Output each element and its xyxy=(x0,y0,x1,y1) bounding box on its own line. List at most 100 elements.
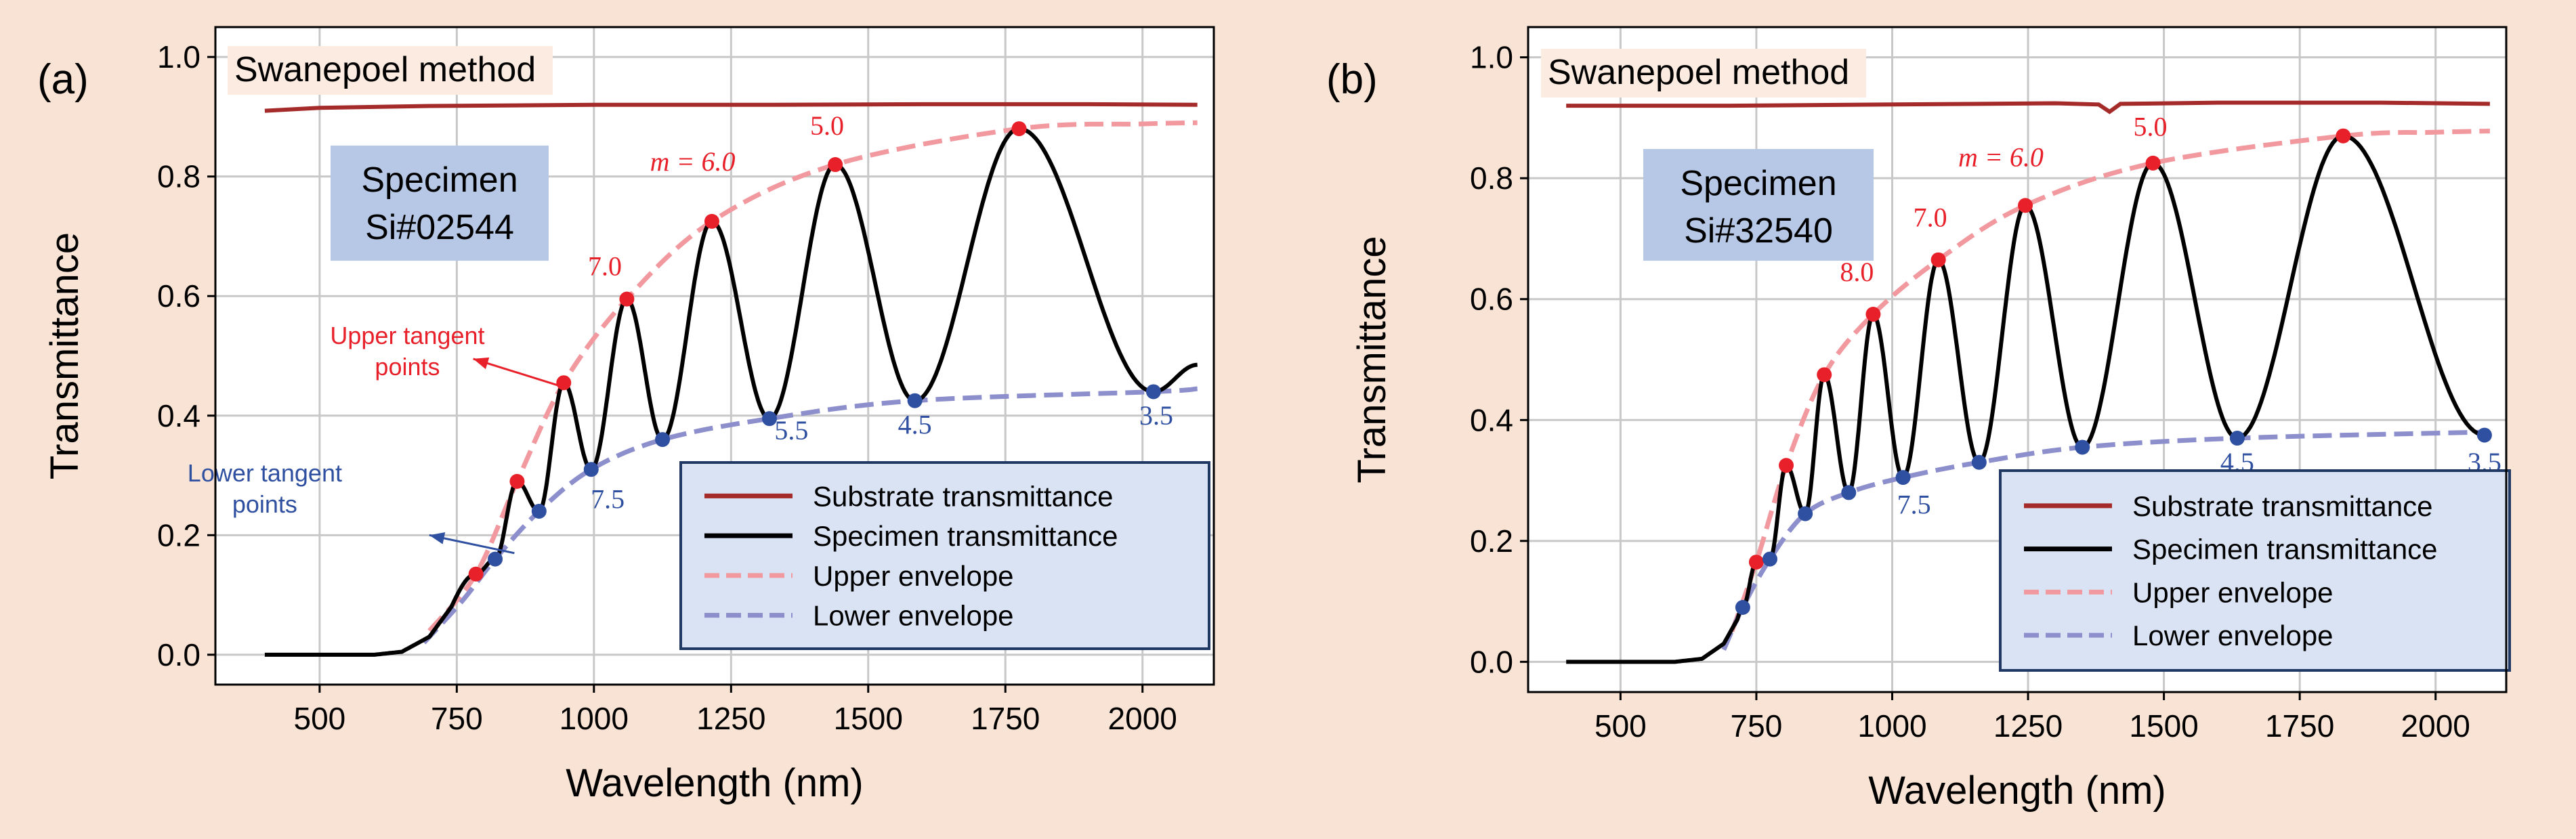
x-tick-label: 1750 xyxy=(971,701,1040,736)
lower-tangent-point xyxy=(1145,384,1161,400)
upper-tangent-point xyxy=(1817,367,1832,383)
specimen-label-box xyxy=(1643,149,1874,261)
annotation-arrowhead xyxy=(429,532,446,544)
specimen-transmittance-line xyxy=(264,127,1199,657)
order-label: 3.5 xyxy=(1139,400,1173,431)
y-tick-label: 0.6 xyxy=(1470,282,1513,317)
y-tick-label: 1.0 xyxy=(1470,40,1513,75)
lower-tangent-point xyxy=(1895,470,1911,486)
legend-entry: Lower envelope xyxy=(813,600,1014,632)
lower-tangent-point xyxy=(2476,427,2492,443)
specimen-label-line-2: Si#02544 xyxy=(365,208,514,247)
method-label: Swanepoel method xyxy=(1548,53,1849,92)
method-label-box xyxy=(228,46,553,95)
panel-label: (b) xyxy=(1326,56,1378,103)
x-axis-label: Wavelength (nm) xyxy=(566,761,863,805)
order-label: m = 6.0 xyxy=(1958,142,2044,172)
substrate-transmittance-line xyxy=(264,102,1198,113)
panel-b: (b) Swanepoel method Specimen Si#32540 m = 6… xyxy=(1326,26,2511,813)
lower-tangent-point xyxy=(655,432,671,448)
x-tick-label: 1000 xyxy=(1857,708,1926,744)
upper-tangent-point xyxy=(509,473,525,489)
upper-tangent-point xyxy=(828,157,843,173)
specimen-transmittance-line xyxy=(1566,133,2485,664)
y-tick-label: 0.4 xyxy=(1470,402,1513,437)
method-label-box xyxy=(1541,49,1866,98)
specimen-label-line-2: Si#32540 xyxy=(1684,211,1833,251)
legend-entry: Specimen transmittance xyxy=(2132,534,2438,565)
x-tick-label: 1500 xyxy=(834,701,903,736)
x-tick-label: 500 xyxy=(294,701,346,736)
lower-tangent-point xyxy=(761,411,777,427)
legend-entry: Upper envelope xyxy=(2132,576,2334,608)
lower-tangent-point xyxy=(1735,600,1750,616)
legend-entry: Specimen transmittance xyxy=(813,520,1118,552)
y-tick-label: 0.8 xyxy=(157,159,200,194)
y-tick-label: 1.0 xyxy=(157,39,200,74)
upper-tangent-point xyxy=(1011,121,1027,137)
lower-tangent-point xyxy=(1971,454,1987,470)
method-label: Swanepoel method xyxy=(234,50,536,89)
panel-label: (a) xyxy=(37,56,89,103)
upper-tangent-point xyxy=(2018,198,2033,213)
y-tick-label: 0.8 xyxy=(1470,160,1513,196)
x-tick-label: 1500 xyxy=(2129,708,2198,744)
x-tick-label: 2000 xyxy=(2401,708,2470,744)
upper-tangent-point xyxy=(1748,555,1764,570)
lower-tangent-point xyxy=(531,504,547,519)
x-tick-label: 1000 xyxy=(559,701,629,736)
specimen-label-box xyxy=(331,146,549,261)
legend-entry: Lower envelope xyxy=(2132,620,2334,651)
y-tick-label: 0.0 xyxy=(157,637,200,672)
x-tick-label: 1750 xyxy=(2265,708,2334,744)
lower-tangent-point xyxy=(583,462,599,477)
y-tick-label: 0.2 xyxy=(1470,523,1513,559)
lower-tangent-point xyxy=(1841,485,1857,500)
annotation-text: points xyxy=(232,490,297,518)
upper-tangent-point xyxy=(1865,307,1881,322)
upper-tangent-point xyxy=(619,291,635,307)
specimen-label-line-1: Specimen xyxy=(361,160,518,200)
order-label: 4.5 xyxy=(898,409,932,439)
annotation-arrowhead xyxy=(473,357,490,370)
order-label: 5.5 xyxy=(774,415,808,446)
upper-envelope-line xyxy=(427,120,1198,632)
y-tick-label: 0.6 xyxy=(157,278,200,314)
y-axis-label: Transmittance xyxy=(1350,236,1394,483)
lower-tangent-point xyxy=(1762,551,1777,567)
plot-frame xyxy=(214,26,1215,686)
substrate-transmittance-line xyxy=(1566,100,2490,114)
order-label: 7.5 xyxy=(591,484,625,515)
lower-envelope-line xyxy=(422,386,1198,645)
annotation-text: Upper tangent xyxy=(330,322,484,349)
order-label: 7.0 xyxy=(588,251,622,281)
upper-tangent-point xyxy=(1930,252,1946,267)
lower-tangent-point xyxy=(2075,439,2090,455)
upper-tangent-point xyxy=(2145,155,2161,171)
specimen-label-line-1: Specimen xyxy=(1680,164,1836,203)
lower-tangent-point xyxy=(907,393,923,408)
x-tick-label: 1250 xyxy=(1993,708,2063,744)
upper-tangent-point xyxy=(556,375,572,391)
y-axis-label: Transmittance xyxy=(43,232,87,479)
order-label: m = 6.0 xyxy=(650,146,736,177)
upper-tangent-point xyxy=(704,213,719,229)
y-tick-label: 0.2 xyxy=(157,517,200,553)
x-axis-label: Wavelength (nm) xyxy=(1868,769,2166,813)
x-tick-label: 1250 xyxy=(696,701,765,736)
y-tick-label: 0.4 xyxy=(157,398,200,433)
x-tick-label: 500 xyxy=(1595,708,1647,744)
upper-tangent-point xyxy=(1779,458,1794,473)
lower-tangent-point xyxy=(1798,506,1813,521)
panel-a: (a) Swanepoel method Specimen Si#02544 m = 6… xyxy=(37,26,1215,805)
x-tick-label: 750 xyxy=(1731,708,1783,744)
order-label: 8.0 xyxy=(1840,257,1874,287)
upper-tangent-point xyxy=(468,566,484,582)
order-label: 5.0 xyxy=(2134,112,2168,142)
order-label: 7.0 xyxy=(1914,202,1947,233)
lower-tangent-point xyxy=(488,551,503,567)
annotation-text: Lower tangent xyxy=(188,459,342,487)
x-tick-label: 2000 xyxy=(1108,701,1177,736)
plot-frame xyxy=(1527,26,2508,693)
